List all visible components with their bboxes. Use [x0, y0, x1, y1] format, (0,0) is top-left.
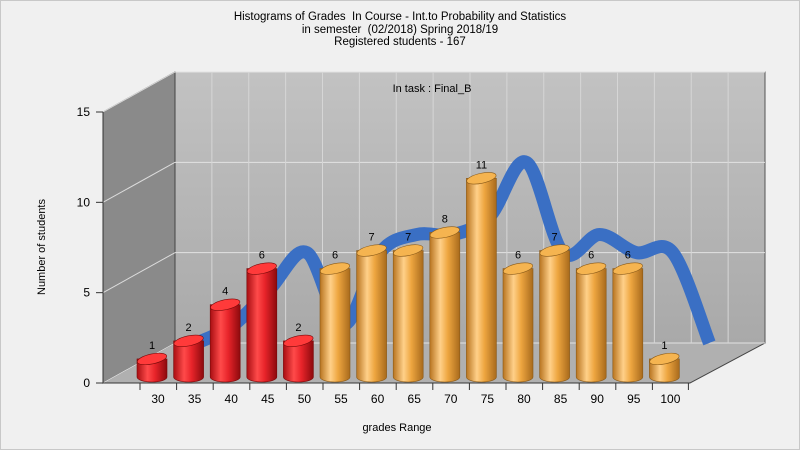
bar: 6 — [319, 250, 351, 383]
bar-top — [502, 262, 534, 275]
bar-top — [539, 244, 570, 257]
bar-top — [210, 298, 241, 311]
bar-body — [575, 268, 607, 383]
tick-labels: 0 5 10 15 30 35 40 45 50 55 60 65 70 75 80 85 90 95 100 — [77, 105, 689, 406]
data-label: 8 — [442, 213, 448, 225]
bar-top — [466, 172, 497, 185]
data-label: 6 — [259, 250, 265, 262]
data-label: 1 — [661, 340, 667, 352]
x-tick-label: 50 — [298, 392, 312, 406]
bar-body — [612, 268, 644, 383]
chart-title: Histograms of Grades In Course - Int.to … — [0, 11, 800, 49]
bar: 6 — [246, 250, 278, 383]
bar: 7 — [356, 232, 387, 383]
data-label: 7 — [405, 232, 411, 244]
bar-body — [502, 268, 534, 383]
bar-top — [246, 262, 277, 275]
data-label: 6 — [588, 250, 594, 262]
y-tick-label: 0 — [83, 376, 90, 390]
bar-top — [612, 262, 643, 275]
task-annotation: In task : Final_B — [393, 83, 472, 95]
bar-body — [429, 232, 461, 383]
bar: 1 — [136, 340, 168, 383]
bar: 4 — [209, 286, 241, 383]
data-label: 1 — [149, 340, 155, 352]
x-tick-label: 85 — [554, 392, 568, 406]
bar-top — [173, 334, 204, 347]
title-line-3: Registered students - 167 — [334, 36, 466, 48]
bar: 2 — [173, 322, 204, 383]
bar-body — [392, 250, 424, 383]
data-label: 6 — [515, 250, 521, 262]
x-tick-label: 30 — [151, 392, 165, 406]
data-label: 7 — [552, 232, 558, 244]
bar: 8 — [429, 213, 461, 383]
bar-body — [356, 250, 387, 383]
bar-body — [539, 250, 570, 383]
grid-line-side — [102, 161, 176, 203]
title-line-2: in semester (02/2018) Spring 2018/19 — [301, 23, 499, 36]
x-tick-label: 80 — [517, 392, 531, 406]
side-wall — [102, 71, 176, 384]
bar-top — [429, 226, 460, 239]
x-tick-label: 35 — [188, 392, 202, 406]
bar: 7 — [539, 232, 570, 383]
data-label: 2 — [186, 322, 192, 334]
bar-top — [319, 262, 351, 275]
bar-top — [283, 334, 314, 347]
bar-top — [393, 244, 424, 257]
title-line-1: Histograms of Grades In Course - Int.to … — [233, 11, 567, 23]
bar-body — [173, 340, 204, 383]
x-axis-label: grades Range — [362, 422, 431, 434]
x-tick-label: 65 — [408, 392, 422, 406]
x-tick-label: 70 — [444, 392, 458, 406]
x-tick-label: 60 — [371, 392, 385, 406]
bar-top — [136, 352, 168, 366]
bar-top — [649, 352, 680, 366]
grid-line-side — [102, 71, 176, 113]
x-tick-label: 100 — [660, 392, 680, 406]
grid-line-side — [102, 252, 176, 294]
y-tick-label: 10 — [77, 195, 91, 209]
data-label: 6 — [625, 250, 631, 262]
bar: 7 — [392, 232, 424, 383]
data-label: 7 — [369, 232, 375, 244]
bar: 11 — [466, 159, 497, 383]
x-tick-label: 55 — [334, 392, 348, 406]
bar: 2 — [283, 322, 314, 383]
bar: 6 — [612, 250, 644, 383]
data-label: 4 — [222, 286, 228, 298]
bar: 1 — [649, 340, 680, 383]
bar-body — [466, 177, 497, 383]
bar-top — [356, 244, 387, 257]
y-axis-label: Number of students — [36, 199, 48, 295]
y-tick-label: 5 — [83, 286, 90, 300]
x-tick-label: 40 — [225, 392, 239, 406]
bar-body — [319, 268, 351, 383]
x-tick-label: 45 — [261, 392, 275, 406]
bar-top — [576, 262, 607, 275]
bar-body — [209, 304, 241, 383]
x-tick-label: 95 — [627, 392, 641, 406]
data-label: 2 — [295, 322, 301, 334]
y-tick-label: 15 — [77, 105, 91, 119]
x-tick-label: 75 — [481, 392, 495, 406]
bar-body — [283, 340, 314, 383]
bars: 1 2 4 6 2 6 7 7 8 11 6 7 6 6 1 — [136, 159, 680, 383]
data-label: 6 — [332, 250, 338, 262]
bar: 6 — [575, 250, 607, 383]
data-label: 11 — [476, 159, 487, 171]
bar-body — [246, 268, 278, 383]
bar: 6 — [502, 250, 534, 383]
x-tick-label: 90 — [591, 392, 605, 406]
